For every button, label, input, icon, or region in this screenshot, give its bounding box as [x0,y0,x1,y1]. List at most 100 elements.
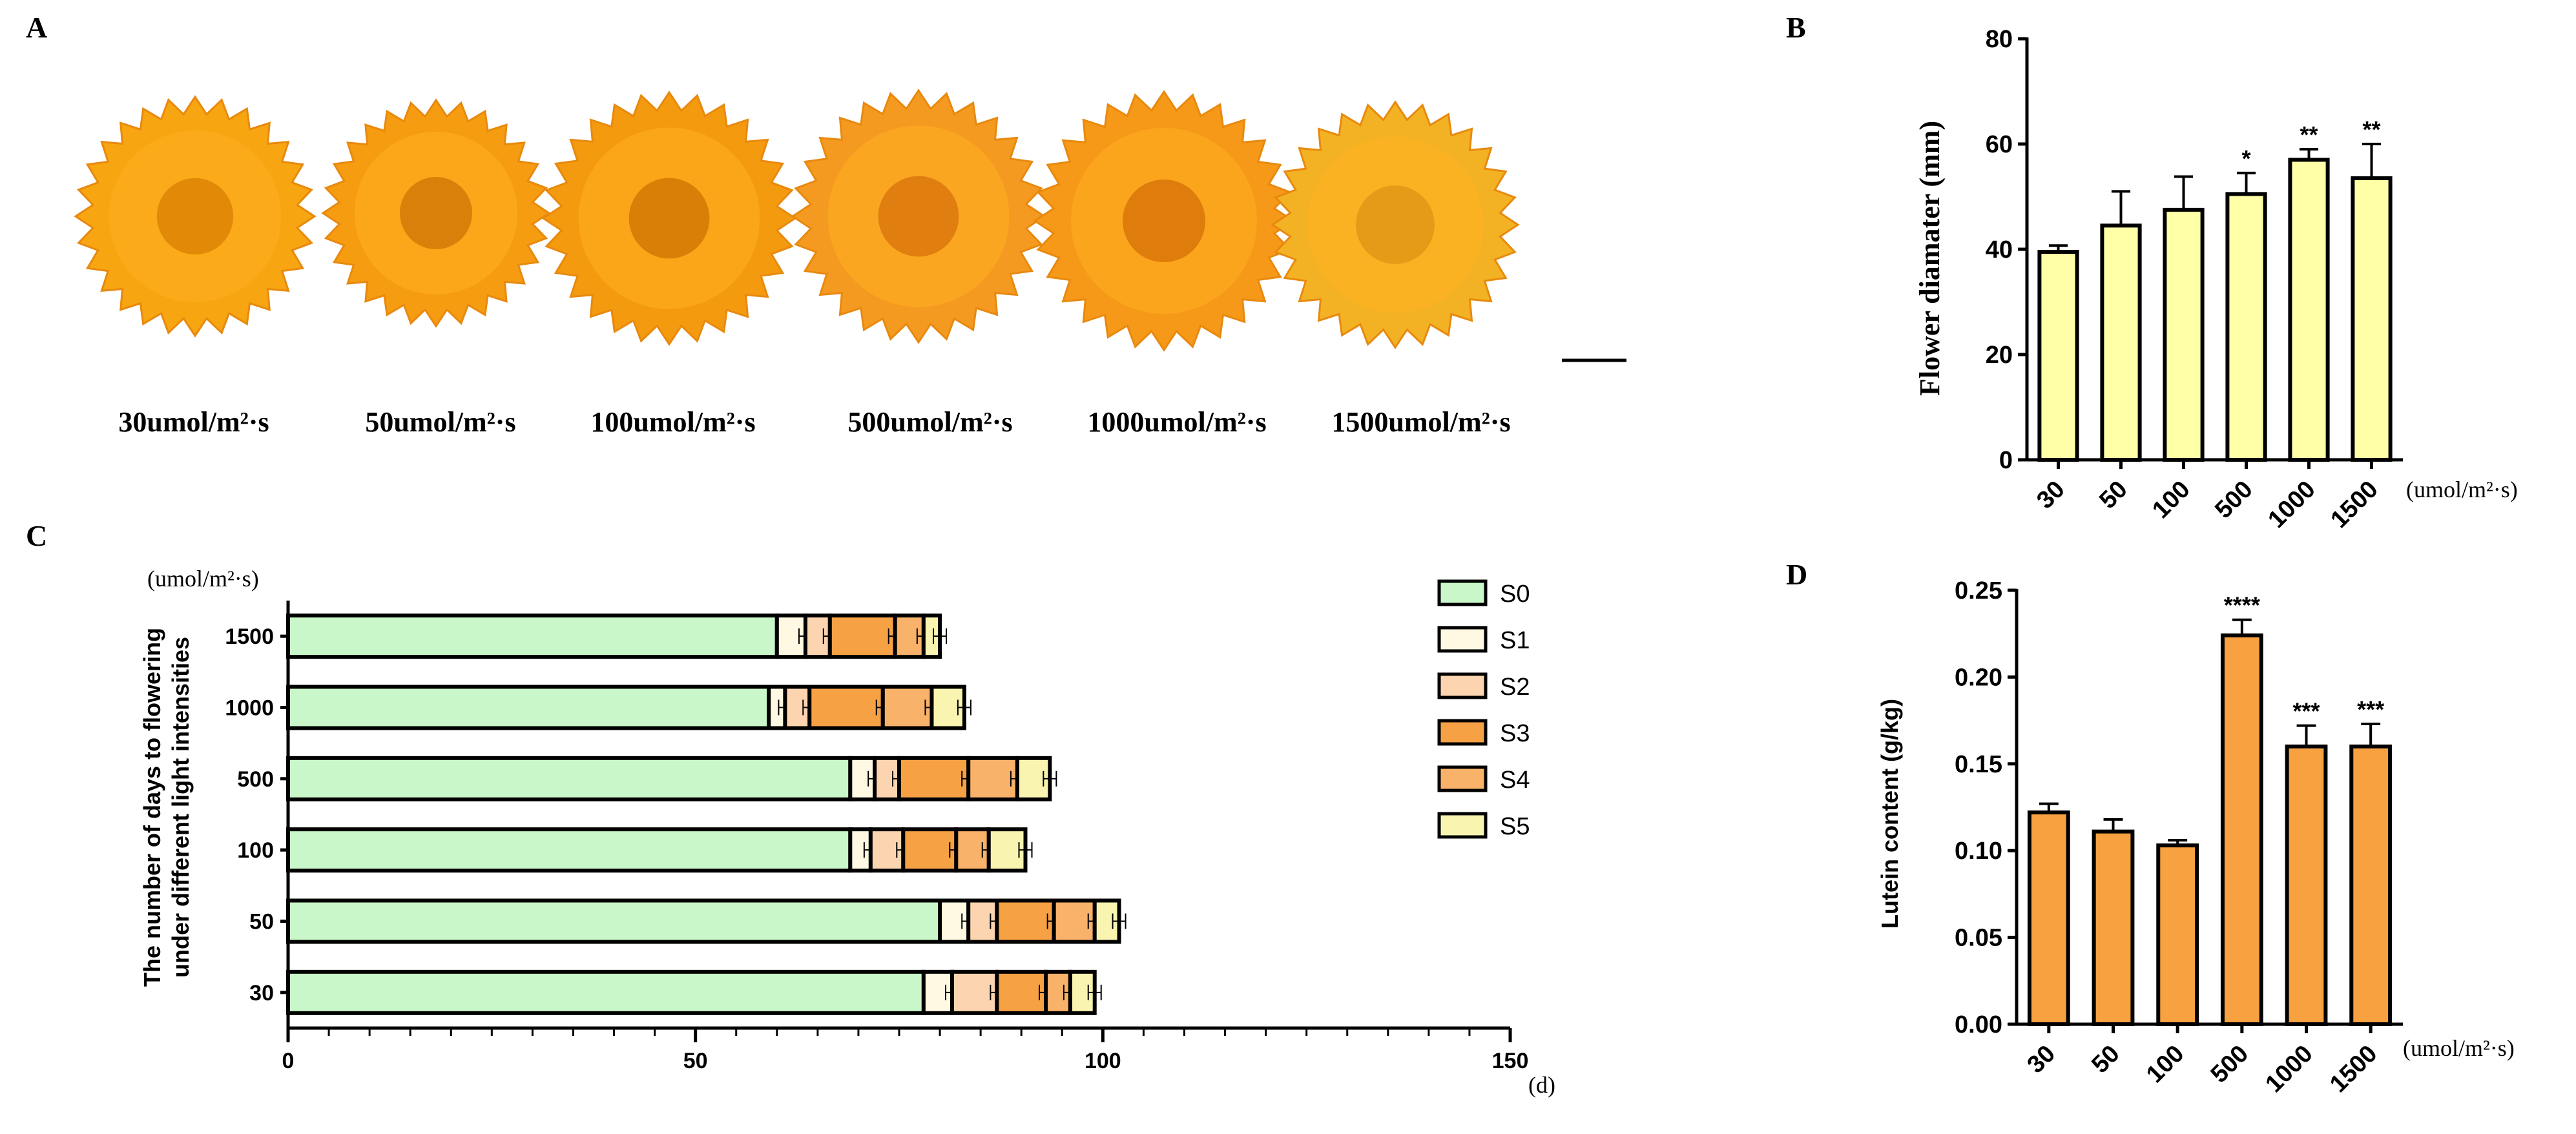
y-tick-label: 1500 [225,624,274,649]
flower-center [400,177,472,249]
y-tick-label: 0 [1999,447,2013,474]
segment-S3 [807,685,885,730]
legend-label: S4 [1500,767,1530,794]
flower-center [1356,185,1435,264]
x-tick-label: 500 [2210,476,2258,524]
segment-S0 [286,827,853,873]
legend-item-S3: S3 [1437,719,1530,747]
segment-S3 [901,827,959,873]
legend-swatch [1437,719,1488,746]
segment-S3 [995,898,1056,944]
segment-S0 [286,685,771,730]
legend-swatch [1437,626,1488,653]
flower-label: 1500umol/m²·s [1331,406,1510,438]
x-unit-label-c: (d) [1528,1072,1555,1098]
bar-row-1000: 1000 [225,685,971,730]
plot-area-b: 0 20 40 60 80 30 50 100 * 500 ** 1000 ** 1500 [1986,26,2403,533]
legend-swatch [1437,812,1488,839]
bar-1500 [2349,744,2393,1027]
flower-center [878,176,959,257]
bar-50 [2092,829,2135,1026]
legend-item-S0: S0 [1437,579,1530,608]
panel-letter-b: B [1786,11,1806,44]
flower-4: 1000umol/m²·s [1033,90,1295,438]
segment-S4 [1052,898,1097,944]
y-tick-label: 20 [1986,342,2013,369]
legend-label: S5 [1500,813,1530,840]
bar-1500 [2351,176,2393,462]
flower-center [156,178,234,255]
x-tick-label: 1500 [2325,476,2383,533]
x-tick-label: 30 [2022,1040,2061,1079]
legend-label: S2 [1500,674,1530,701]
y-axis-title-c-line2: under different light intensities [167,637,194,978]
bar-row-50: 50 [249,898,1127,944]
panel-letter-d: D [1786,558,1807,591]
bar-500 [2225,192,2267,462]
segment-S4 [1044,969,1072,1015]
bar-row-500: 500 [237,756,1057,801]
x-tick-label: 1000 [2263,476,2320,533]
legend-item-S4: S4 [1437,765,1530,794]
panel-a-flower-photos: A 30umol/m²·s 50umol/m²·s 100umol/m²·s 500u… [26,11,1626,438]
panel-letter-c: C [26,519,47,552]
significance-label: **** [2224,592,2260,619]
segment-S4 [966,756,1019,801]
segment-S4 [880,685,934,730]
bar-1000 [2285,744,2328,1027]
significance-label: *** [2357,696,2384,723]
flower-label: 30umol/m²·s [118,406,269,438]
x-tick-label: 100 [1085,1049,1121,1073]
y-tick-label: 0.05 [1955,925,2002,952]
y-axis-title-d: Lutein content (g/kg) [1876,699,1903,929]
y-tick-label: 100 [237,838,274,863]
y-tick-label: 60 [1986,131,2013,158]
x-tick-label: 1000 [2260,1040,2318,1098]
legend-item-S2: S2 [1437,672,1530,701]
y-axis-title-b: Flower diamater (mm) [1914,121,1946,396]
x-tick-label: 50 [2086,1040,2125,1079]
bar-row-100: 100 [237,827,1033,873]
flower-1: 50umol/m²·s [321,98,551,438]
x-tick-label: 0 [282,1049,295,1073]
bar-50 [2100,223,2142,462]
significance-label: *** [2292,698,2320,725]
bar-30 [2027,810,2070,1026]
significance-label: * [2241,145,2250,172]
flower-0: 30umol/m²·s [74,95,317,438]
y-tick-label: 30 [249,981,274,1005]
flower-3: 500umol/m²·s [791,88,1046,438]
flower-label: 100umol/m²·s [590,406,755,438]
x-unit-label-b: (umol/m²·s) [2406,477,2518,502]
panel-c-days-to-flowering-chart: C (umol/m²·s) The number of days to flow… [26,519,1555,1098]
legend-c: S0 S1 S2 S3 S4 S5 [1437,579,1530,840]
segment-S3 [827,613,897,659]
y-tick-label: 0.20 [1955,664,2002,691]
y-tick-label: 0.15 [1955,751,2002,778]
bar-30 [2037,250,2079,462]
y-tick-label: 0.25 [1955,577,2002,604]
segment-S3 [897,756,971,801]
plot-area-c: 0 50 100 150 1500 1000 500 100 50 30 [225,601,1528,1073]
plot-area-d: 0.00 0.05 0.10 0.15 0.20 0.25 30 50 100 **** 500 **… [1955,577,2403,1098]
y-tick-label: 40 [1986,236,2013,263]
flower-label: 50umol/m²·s [365,406,515,438]
segment-S1 [921,969,954,1015]
flower-label: 1000umol/m²·s [1087,406,1266,438]
y-tick-label: 1000 [225,696,274,721]
segment-S0 [286,969,926,1015]
x-tick-label: 100 [2147,476,2196,524]
segment-S3 [995,969,1048,1015]
legend-label: S3 [1500,720,1530,747]
bar-100 [2156,843,2199,1026]
legend-swatch [1437,765,1488,792]
y-tick-label: 0.10 [1955,838,2002,865]
bar-500 [2220,633,2263,1026]
legend-label: S0 [1500,581,1530,608]
legend-swatch [1437,579,1488,606]
x-tick-label: 150 [1492,1049,1529,1073]
flower-row: 30umol/m²·s 50umol/m²·s 100umol/m²·s 500umo… [74,88,1520,438]
y-tick-label: 500 [237,767,274,792]
legend-item-S5: S5 [1437,812,1530,840]
x-unit-label-d: (umol/m²·s) [2403,1035,2515,1061]
